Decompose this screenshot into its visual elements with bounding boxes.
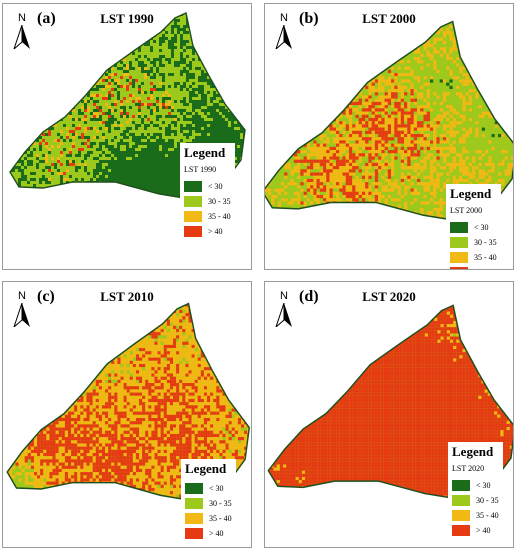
lst-map-2000 — [265, 20, 513, 223]
legend-subtitle: LST 1990 — [184, 165, 217, 174]
legend-item-lt30: < 30 — [184, 179, 231, 194]
legend-item-30-35: 30 - 35 — [185, 496, 232, 511]
panel-title: LST 1990 — [100, 11, 154, 26]
legend-item-gt40: > 40 — [450, 265, 497, 269]
legend-item-30-35: 30 - 35 — [184, 194, 231, 209]
lst-map-2020 — [267, 304, 513, 501]
panel-label: (a) — [37, 10, 56, 27]
legend-swatch — [452, 525, 470, 536]
north-arrow-icon: N — [273, 12, 295, 52]
legend-label: < 30 — [476, 481, 491, 490]
legend-item-lt30: < 30 — [452, 478, 499, 493]
legend-item-35-40: 35 - 40 — [185, 511, 232, 526]
legend-swatch — [185, 483, 203, 494]
panel-title: LST 2020 — [362, 289, 416, 304]
map-legend: Legend < 30 30 - 35 35 - 40 > 40 — [181, 459, 236, 543]
panel-label: (d) — [299, 288, 319, 305]
panel-label: (b) — [299, 10, 319, 27]
legend-title: Legend — [184, 145, 226, 160]
map-boundary — [267, 304, 513, 501]
panel-title: LST 2010 — [100, 289, 154, 304]
legend-item-lt30: < 30 — [450, 220, 497, 235]
map-panel-1990: N (a) LST 1990 Legend LST 1990 < 30 30 -… — [2, 3, 252, 270]
legend-swatch — [450, 237, 468, 248]
map-boundary — [265, 20, 513, 223]
map-boundary — [6, 302, 251, 503]
legend-label: 35 - 40 — [476, 511, 499, 520]
legend-swatch — [184, 226, 202, 237]
legend-label: 30 - 35 — [209, 499, 232, 508]
legend-swatch — [452, 495, 470, 506]
legend-swatch — [452, 480, 470, 491]
legend-label: 35 - 40 — [208, 212, 231, 221]
map-legend: Legend LST 2000 < 30 30 - 35 35 - 40 > 4… — [446, 184, 501, 269]
legend-swatch — [184, 196, 202, 207]
legend-swatch — [450, 222, 468, 233]
legend-title: Legend — [450, 186, 492, 201]
legend-swatch — [452, 510, 470, 521]
legend-label: < 30 — [474, 223, 489, 232]
legend-swatch — [450, 267, 468, 269]
north-arrow-icon: N — [273, 290, 295, 330]
legend-swatch — [184, 181, 202, 192]
legend-label: > 40 — [474, 268, 489, 269]
panel-title: LST 2000 — [362, 11, 416, 26]
legend-label: < 30 — [209, 484, 224, 493]
legend-label: < 30 — [208, 182, 223, 191]
map-legend: Legend LST 1990 < 30 30 - 35 35 - 40 > 4… — [180, 143, 235, 241]
map-legend: Legend LST 2020 < 30 30 - 35 35 - 40 > 4… — [448, 442, 503, 540]
legend-item-gt40: > 40 — [184, 224, 231, 239]
panel-label: (c) — [37, 288, 55, 305]
legend-label: > 40 — [476, 526, 491, 535]
legend-label: 30 - 35 — [476, 496, 499, 505]
map-boundary — [9, 12, 246, 201]
legend-item-30-35: 30 - 35 — [452, 493, 499, 508]
north-arrow-icon: N — [11, 12, 33, 52]
legend-swatch — [184, 211, 202, 222]
legend-title: Legend — [185, 461, 227, 476]
legend-subtitle: LST 2020 — [452, 464, 485, 473]
legend-swatch — [450, 252, 468, 263]
legend-label: 35 - 40 — [209, 514, 232, 523]
north-label: N — [280, 290, 288, 302]
legend-item-gt40: > 40 — [185, 526, 232, 541]
legend-label: 30 - 35 — [474, 238, 497, 247]
legend-item-gt40: > 40 — [452, 523, 499, 538]
legend-label: > 40 — [208, 227, 223, 236]
map-panel-2010: N (c) LST 2010 Legend < 30 30 - 35 35 - … — [2, 281, 252, 548]
legend-swatch — [185, 528, 203, 539]
legend-label: > 40 — [209, 529, 224, 538]
lst-map-1990 — [9, 12, 246, 201]
map-panel-2000: N (b) LST 2000 Legend LST 2000 < 30 30 -… — [264, 3, 514, 270]
legend-subtitle: LST 2000 — [450, 206, 483, 215]
north-label: N — [18, 290, 26, 302]
legend-item-lt30: < 30 — [185, 481, 232, 496]
north-label: N — [280, 12, 288, 24]
north-arrow-icon: N — [11, 290, 33, 330]
north-label: N — [18, 12, 26, 24]
legend-item-35-40: 35 - 40 — [450, 250, 497, 265]
legend-item-35-40: 35 - 40 — [452, 508, 499, 523]
legend-item-30-35: 30 - 35 — [450, 235, 497, 250]
legend-swatch — [185, 498, 203, 509]
legend-swatch — [185, 513, 203, 524]
legend-label: 30 - 35 — [208, 197, 231, 206]
legend-item-35-40: 35 - 40 — [184, 209, 231, 224]
map-panel-2020: N (d) LST 2020 Legend LST 2020 < 30 30 -… — [264, 281, 514, 548]
legend-title: Legend — [452, 444, 494, 459]
legend-label: 35 - 40 — [474, 253, 497, 262]
